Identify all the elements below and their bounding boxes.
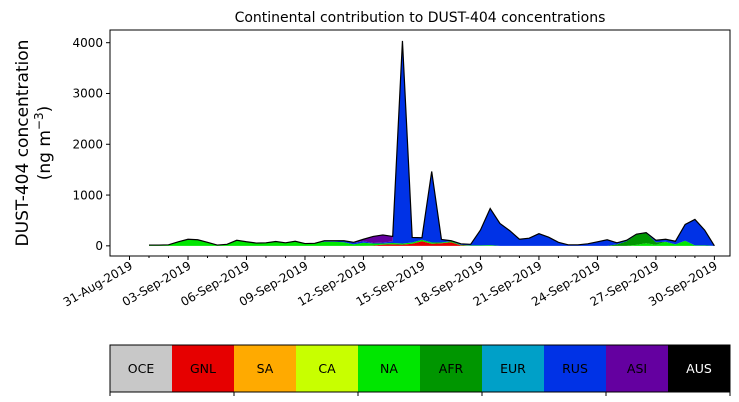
legend-swatch-eur [482,345,545,392]
legend-label-oce: OCE [128,361,155,376]
y-axis-label-line1: DUST-404 concentration [13,40,33,247]
legend-swatch-sa [234,345,297,392]
legend-swatch-asi [606,345,669,392]
legend-swatch-oce [110,345,173,392]
y-tick-label: 0 [95,239,103,253]
x-axis-ticks: 31-Aug-201903-Sep-201906-Sep-201909-Sep-… [61,256,720,309]
total-outline [148,40,715,247]
legend-label-rus: RUS [562,361,588,376]
plot-frame [109,29,731,257]
legend-swatch-aus [668,345,731,392]
stacked-areas [148,40,715,246]
y-tick-label: 2000 [72,137,103,151]
y-axis-unit-exponent: −3 [32,112,46,130]
legend-label-gnl: GNL [190,361,216,376]
legend-swatch-ca [296,345,359,392]
legend-label-asi: ASI [627,361,647,376]
y-axis-label-line2: (ng m−3) [32,106,55,181]
legend-frame [109,344,731,393]
y-axis-unit-suffix: ) [35,106,55,113]
area-gnl [148,241,715,246]
legend-swatch-gnl [172,345,235,392]
legend-label-sa: SA [257,361,274,376]
y-tick-label: 1000 [72,188,103,202]
chart-title: Continental contribution to DUST-404 con… [235,10,606,26]
y-tick-label: 3000 [72,87,103,101]
legend-label-aus: AUS [686,361,712,376]
y-axis-unit-prefix: (ng m [35,130,55,180]
area-rus [148,40,715,246]
legend-swatch-rus [544,345,607,392]
y-tick-label: 4000 [72,36,103,50]
legend-label-eur: EUR [500,361,526,376]
legend-label-ca: CA [318,361,336,376]
legend-swatch-na [358,345,421,392]
legend-label-na: NA [380,361,398,376]
legend-label-afr: AFR [439,361,464,376]
y-axis-ticks: 0 1000 2000 3000 4000 [72,36,110,253]
color-legend: OCE GNL SA CA NA AFR EUR RUS ASI AUS [109,344,731,396]
legend-swatch-afr [420,345,483,392]
area-na [148,239,715,246]
